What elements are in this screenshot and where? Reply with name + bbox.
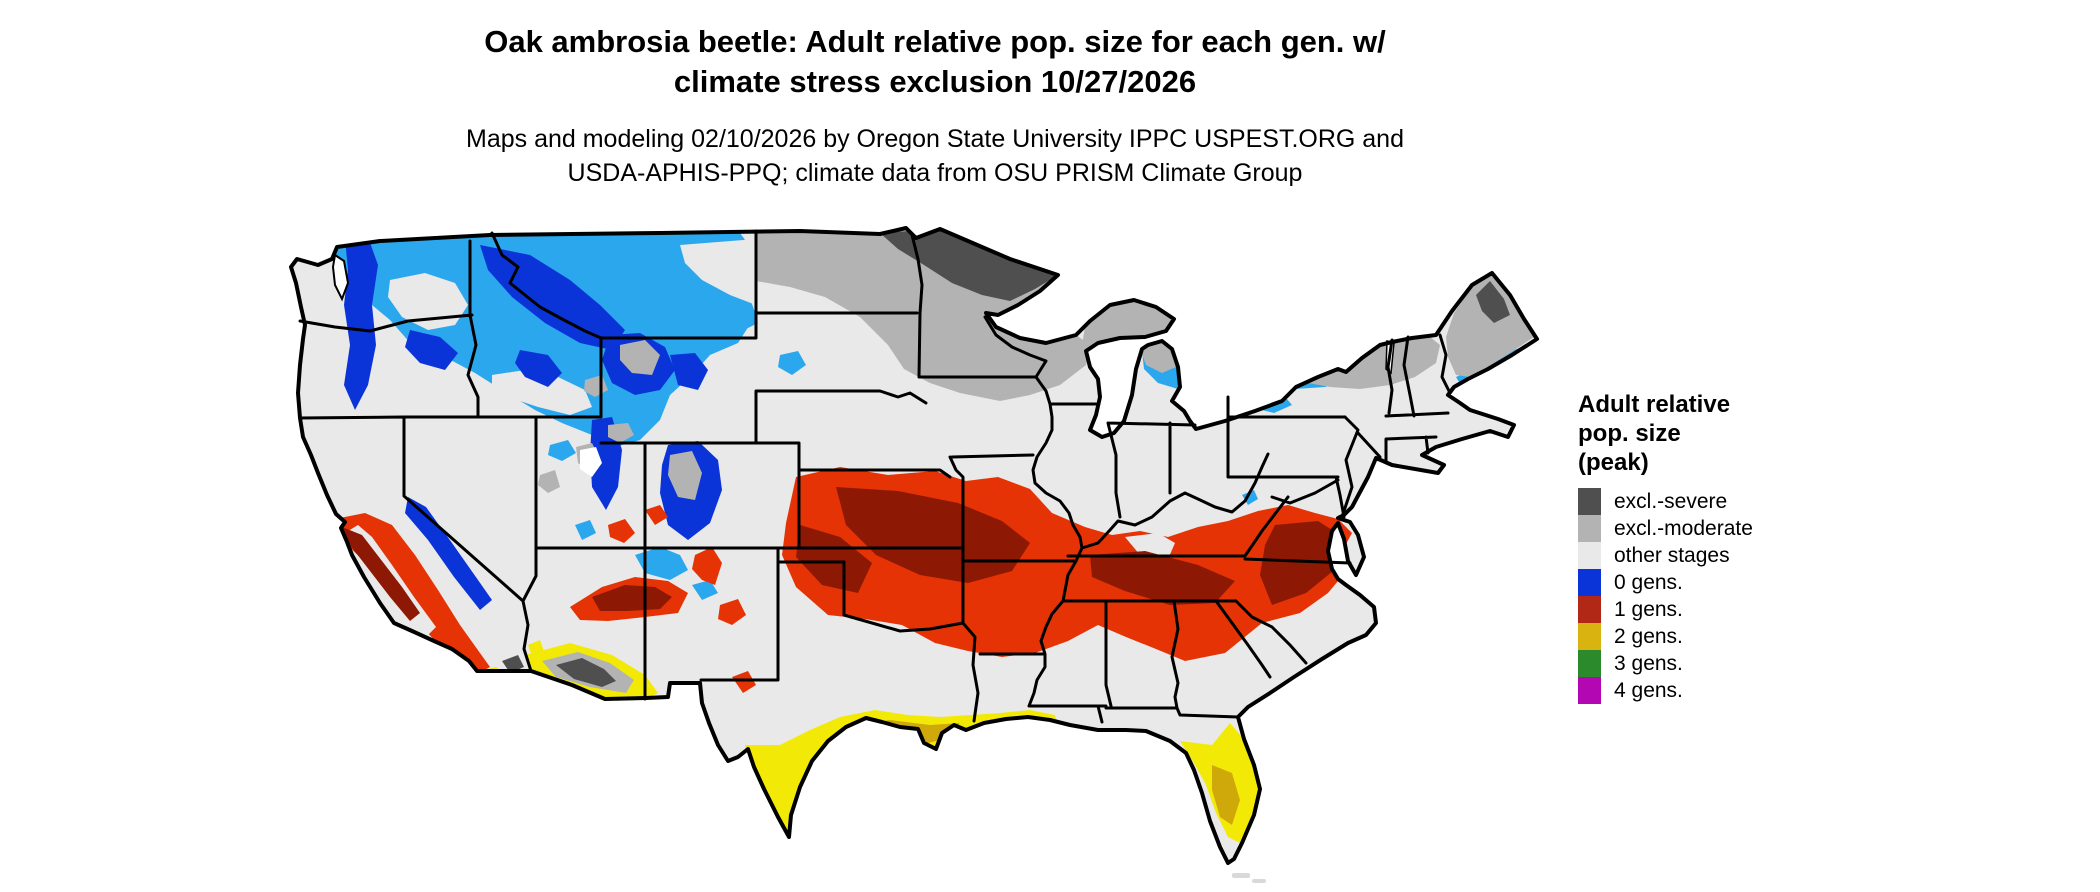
legend-swatch-4-gens [1578, 677, 1601, 704]
us-map [289, 226, 1539, 883]
legend-item-other-stages: other stages [1578, 542, 1878, 569]
legend-items: excl.-severe excl.-moderate other stages… [1578, 488, 1878, 704]
legend-label-2-gens: 2 gens. [1614, 624, 1683, 648]
us-map-container [240, 225, 1560, 892]
legend-title-line3: (peak) [1578, 449, 1649, 476]
puget-sound [331, 253, 350, 302]
legend-label-excl-severe: excl.-severe [1614, 489, 1728, 513]
legend-title: Adult relative pop. size (peak) [1578, 390, 1878, 477]
map-region-1gens-dark [336, 487, 1340, 621]
legend-title-line1: Adult relative [1578, 391, 1731, 418]
map-title-line2: climate stress exclusion 10/27/2026 [673, 64, 1197, 99]
legend-label-4-gens: 4 gens. [1614, 678, 1683, 702]
map-region-basin-holes [318, 239, 756, 415]
legend-swatch-other-stages [1578, 542, 1601, 569]
legend-swatch-3-gens [1578, 650, 1601, 677]
map-title: Oak ambrosia beetle: Adult relative pop.… [140, 22, 1730, 102]
legend-swatch-0-gens [1578, 569, 1601, 596]
legend-label-0-gens: 0 gens. [1614, 570, 1683, 594]
legend-item-excl-severe: excl.-severe [1578, 488, 1878, 515]
map-title-line1: Oak ambrosia beetle: Adult relative pop.… [484, 24, 1386, 59]
legend-item-2-gens: 2 gens. [1578, 623, 1878, 650]
legend-item-1-gens: 1 gens. [1578, 596, 1878, 623]
great-salt-lake [580, 447, 602, 477]
legend-swatch-1-gens [1578, 596, 1601, 623]
legend-label-excl-moderate: excl.-moderate [1614, 516, 1753, 540]
legend-title-line2: pop. size [1578, 420, 1681, 447]
legend-item-4-gens: 4 gens. [1578, 677, 1878, 704]
legend-item-0-gens: 0 gens. [1578, 569, 1878, 596]
legend-item-excl-moderate: excl.-moderate [1578, 515, 1878, 542]
map-subtitle-line1: Maps and modeling 02/10/2026 by Oregon S… [466, 125, 1404, 153]
legend-label-other-stages: other stages [1614, 543, 1730, 567]
conus-outline [289, 226, 1539, 865]
legend-swatch-excl-moderate [1578, 515, 1601, 542]
map-subtitle: Maps and modeling 02/10/2026 by Oregon S… [140, 122, 1730, 190]
legend: Adult relative pop. size (peak) excl.-se… [1578, 390, 1878, 704]
state-borders [298, 229, 1452, 724]
legend-swatch-2-gens [1578, 623, 1601, 650]
legend-swatch-excl-severe [1578, 488, 1601, 515]
florida-keys [1232, 873, 1266, 883]
map-subtitle-line2: USDA-APHIS-PPQ; climate data from OSU PR… [567, 159, 1303, 187]
legend-item-3-gens: 3 gens. [1578, 650, 1878, 677]
legend-label-3-gens: 3 gens. [1614, 651, 1683, 675]
legend-label-1-gens: 1 gens. [1614, 597, 1683, 621]
